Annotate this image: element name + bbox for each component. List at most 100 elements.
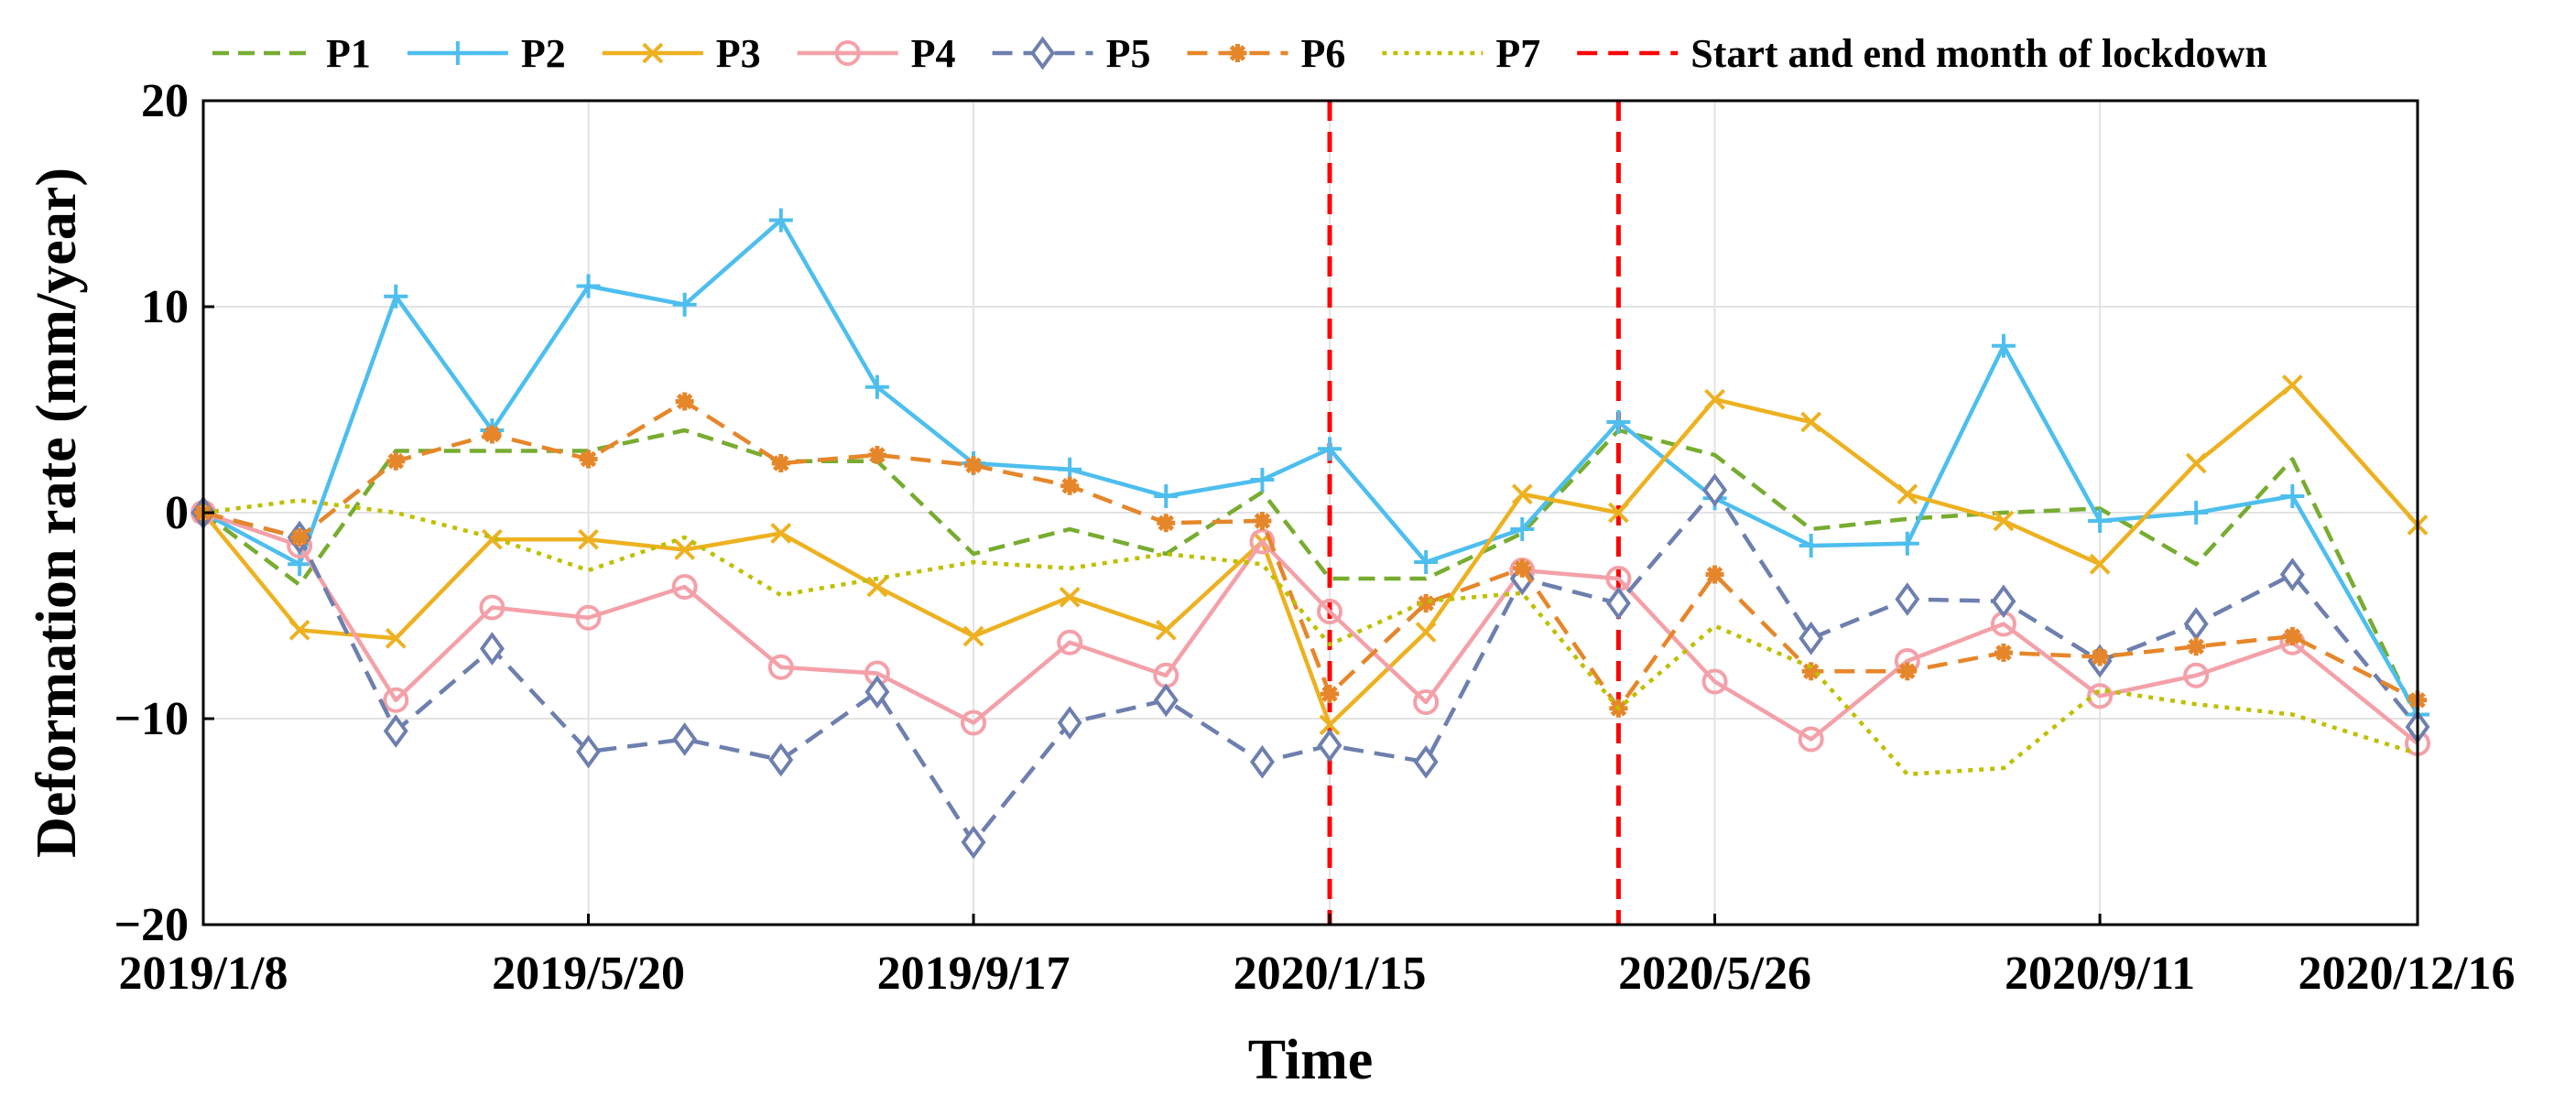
data-point (1154, 484, 1179, 508)
series-line (201, 428, 2420, 720)
data-point (1057, 706, 1082, 740)
data-point (1513, 558, 1532, 578)
series-line (201, 383, 2419, 727)
x-tick-label: 2019/1/8 (119, 948, 288, 1000)
data-point (1153, 683, 1179, 718)
data-point (1155, 619, 1177, 641)
data-point (2283, 627, 2302, 645)
series-P7 (202, 498, 2418, 776)
legend-item: Start and end month of lockdown (1577, 31, 2267, 76)
data-point (1701, 668, 1728, 695)
data-point (2089, 553, 2111, 575)
data-point (1414, 550, 1439, 574)
data-point (1249, 528, 1276, 555)
data-point (642, 42, 664, 64)
legend-label: P7 (1495, 31, 1540, 76)
data-point (1317, 728, 1342, 763)
data-point (1991, 584, 2016, 619)
data-point (1249, 744, 1275, 779)
data-point (864, 374, 889, 399)
data-point (1321, 685, 1340, 703)
series-P2 (191, 208, 2429, 727)
y-axis-label: Deformation rate (mm/year) (26, 168, 88, 858)
data-point (1799, 621, 1824, 656)
data-point (575, 604, 602, 631)
data-point (1993, 510, 2015, 532)
data-point (1705, 565, 1724, 584)
y-tick-label: −10 (114, 693, 189, 745)
data-point (771, 454, 790, 472)
legend-label: P1 (326, 31, 371, 76)
data-point (1897, 662, 1917, 681)
data-point (1897, 483, 1918, 505)
y-tick-label: 20 (141, 75, 189, 127)
data-point (578, 528, 599, 550)
data-point (674, 539, 696, 560)
series-line (202, 510, 2419, 745)
data-point (1250, 468, 1275, 492)
legend-item: P6 (1187, 31, 1345, 76)
data-point (770, 523, 792, 544)
data-point (2280, 484, 2305, 508)
data-point (1605, 586, 1631, 621)
data-point (962, 625, 984, 647)
series-line (202, 498, 2418, 776)
data-point (1994, 644, 2013, 662)
data-point (483, 425, 502, 444)
legend-label: P4 (911, 31, 956, 76)
data-point (288, 619, 310, 641)
data-point (2281, 374, 2303, 395)
data-point (1413, 689, 1440, 715)
x-tick-label: 2019/5/20 (492, 948, 685, 1000)
data-point (386, 451, 406, 471)
series-P1 (201, 428, 2420, 720)
data-point (1413, 744, 1439, 779)
data-point (290, 528, 310, 547)
series-line (202, 399, 2419, 710)
data-point (383, 687, 409, 713)
data-point (2091, 647, 2110, 666)
legend-label: P2 (521, 31, 566, 76)
data-point (2279, 558, 2305, 591)
x-tick-label: 2020/12/16 (2299, 948, 2516, 1000)
data-point (1991, 333, 2016, 358)
x-tick-label: 2020/9/11 (2005, 948, 2195, 1000)
data-point (1510, 517, 1535, 541)
x-tick-label: 2019/9/17 (877, 948, 1071, 1000)
data-point (1157, 514, 1176, 533)
data-point (1059, 586, 1081, 608)
data-point (2184, 501, 2209, 525)
data-point (576, 734, 602, 769)
data-point (1895, 582, 1920, 616)
data-point (672, 722, 698, 756)
data-point (1801, 662, 1821, 681)
legend-label: P6 (1300, 31, 1345, 76)
data-point (1319, 714, 1341, 736)
data-point (2185, 452, 2207, 474)
data-point (1895, 531, 1919, 556)
data-point (675, 392, 694, 411)
y-tick-label: 10 (141, 281, 189, 333)
data-point (1228, 44, 1247, 62)
x-tick-label: 2020/5/26 (1618, 948, 1811, 1000)
legend-item: P1 (212, 31, 371, 76)
data-point (672, 292, 697, 317)
data-point (384, 284, 408, 309)
data-point (768, 742, 794, 777)
data-point (961, 825, 986, 860)
data-point (1317, 599, 1343, 624)
legend-item: P4 (797, 31, 956, 76)
data-point (445, 41, 470, 65)
data-point (576, 274, 601, 298)
x-tick-label: 2020/1/15 (1234, 948, 1427, 1000)
data-point (2183, 662, 2210, 688)
data-point (866, 576, 888, 598)
data-point (2187, 637, 2206, 656)
data-point (961, 710, 987, 736)
series-P3 (192, 374, 2429, 736)
data-point (671, 574, 698, 600)
legend-label: Start and end month of lockdown (1690, 31, 2267, 76)
data-point (1511, 483, 1533, 505)
